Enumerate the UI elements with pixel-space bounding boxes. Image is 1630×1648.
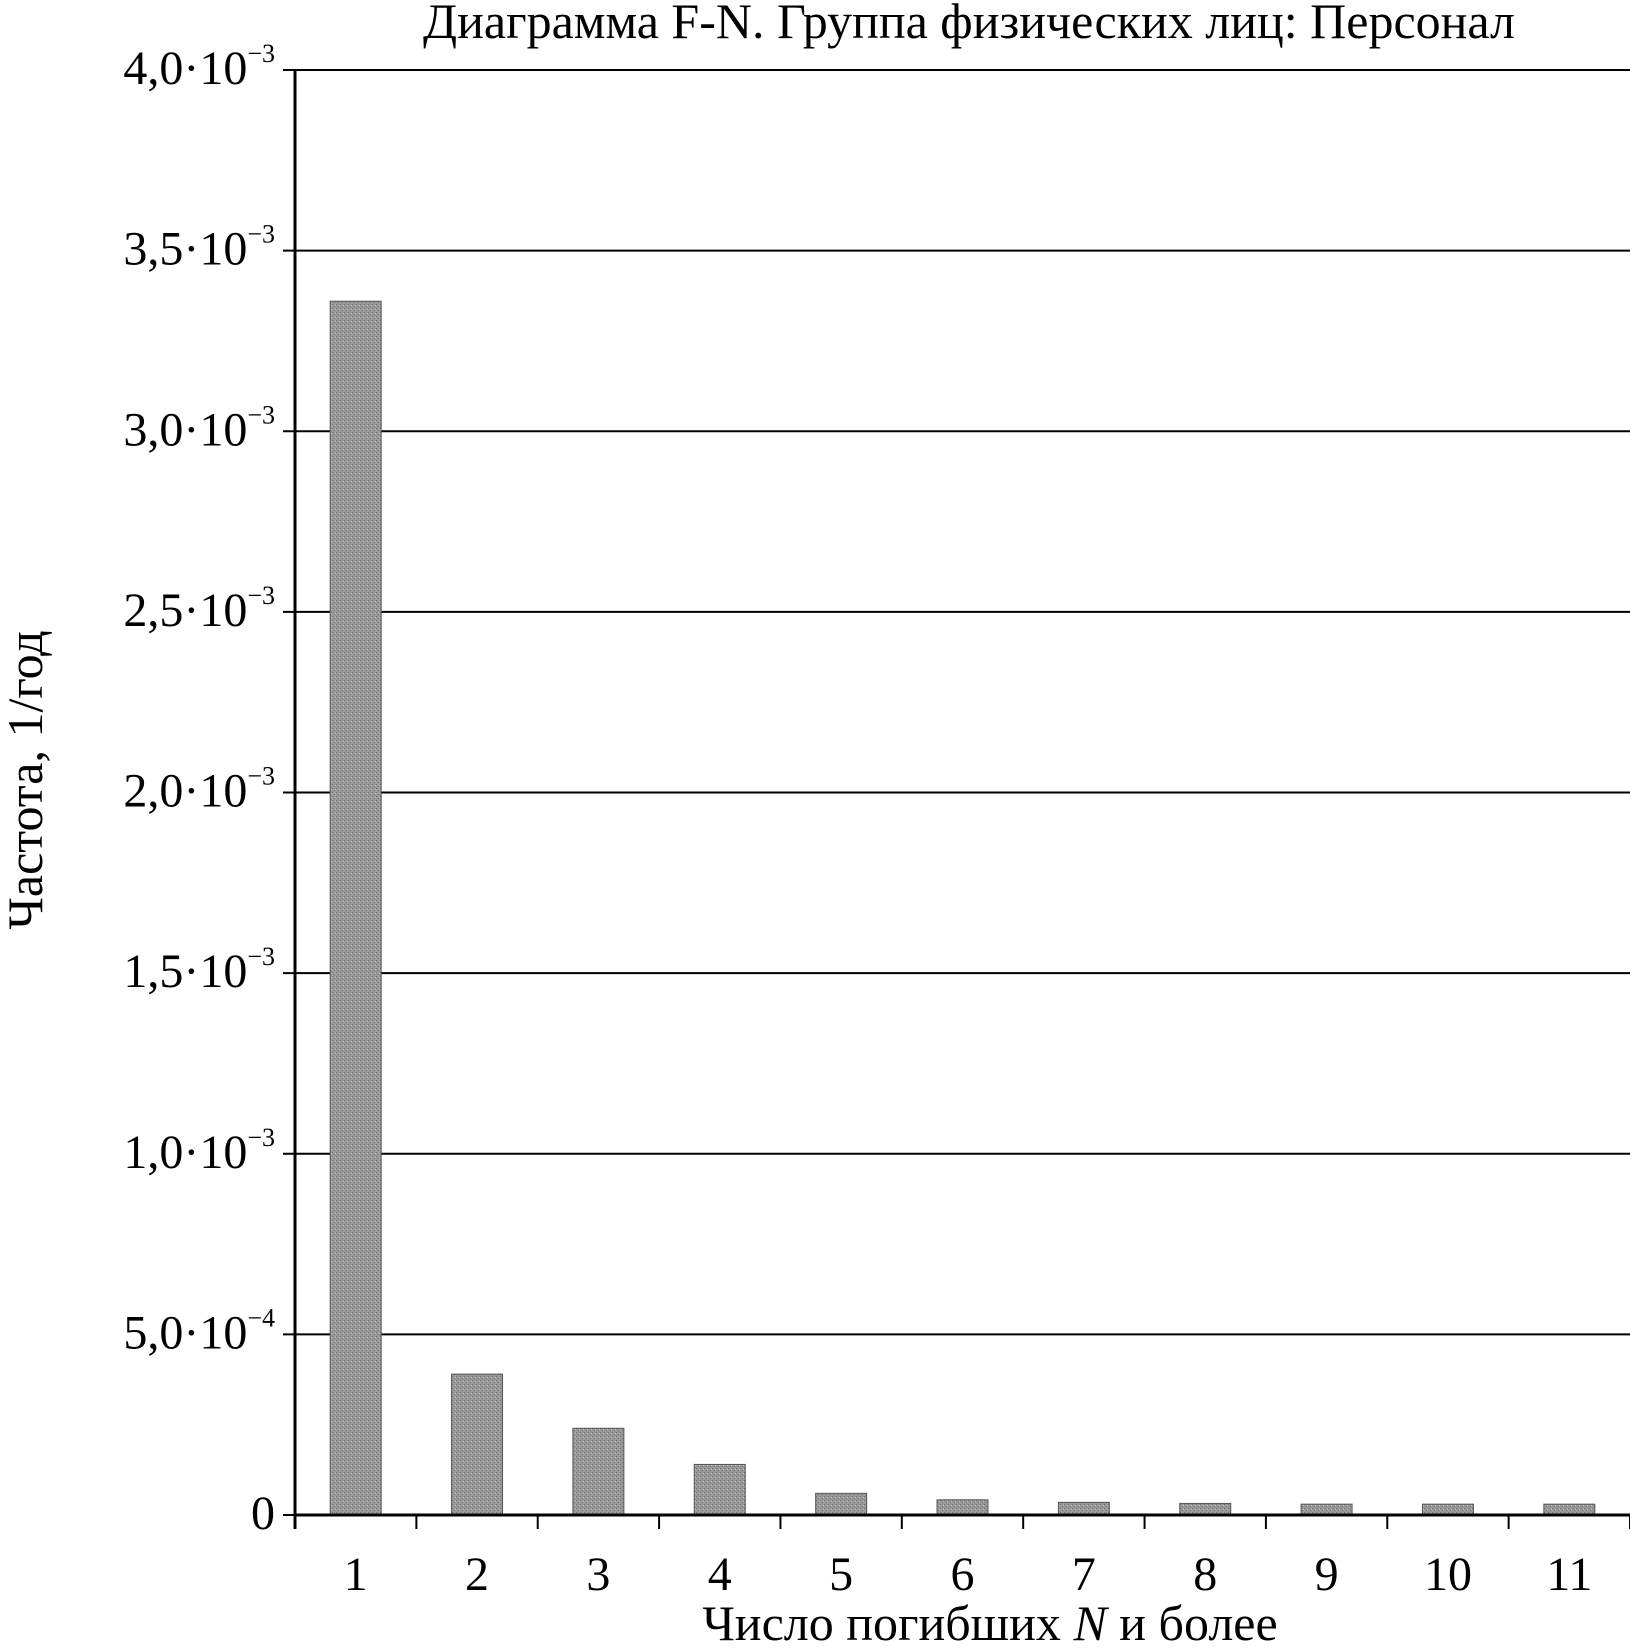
- x-axis-label: Число погибших N и более: [702, 1595, 1277, 1648]
- y-tick-labels: 0 5,0·10−4 1,0·10−3 1,5·10−3 2,0·10−3 2,5·10−…: [123, 39, 275, 1540]
- y-tick-label: 4,0·10−3: [123, 39, 275, 95]
- x-tick-label: 4: [708, 1548, 732, 1601]
- y-axis-label: Частота, 1/год: [0, 630, 53, 929]
- gridlines: [295, 69, 1630, 1336]
- x-tick-label: 10: [1424, 1548, 1472, 1601]
- chart-title: Диаграмма F-N. Группа физических лиц: Пе…: [423, 0, 1515, 49]
- y-tick-label: 2,5·10−3: [123, 581, 275, 637]
- x-axis-label-part2: и более: [1107, 1595, 1278, 1648]
- bar: [1421, 1503, 1474, 1516]
- x-tick-label: 5: [829, 1548, 853, 1601]
- x-tick-label: 11: [1546, 1548, 1592, 1601]
- axes: [283, 69, 1630, 1529]
- y-tick-label: 1,5·10−3: [123, 942, 275, 998]
- x-axis-label-variable: N: [1072, 1595, 1109, 1648]
- bar: [1057, 1501, 1110, 1516]
- x-tick-label: 2: [465, 1548, 489, 1601]
- x-tick-label: 7: [1072, 1548, 1096, 1601]
- x-tick-label: 8: [1193, 1548, 1217, 1601]
- bar: [572, 1427, 625, 1516]
- bar: [1300, 1503, 1353, 1516]
- bar: [693, 1463, 746, 1516]
- y-tick-label: 1,0·10−3: [123, 1123, 275, 1179]
- y-tick-label: 3,0·10−3: [123, 400, 275, 456]
- x-tick-label: 1: [344, 1548, 368, 1601]
- bar: [329, 300, 382, 1516]
- bar: [1179, 1502, 1232, 1516]
- y-tick-label: 0: [251, 1487, 275, 1540]
- bar: [815, 1492, 868, 1516]
- y-tick-label: 2,0·10−3: [123, 762, 275, 818]
- bar: [936, 1499, 989, 1516]
- x-axis-label-part1: Число погибших: [702, 1595, 1073, 1648]
- bar: [451, 1373, 504, 1516]
- y-tick-label: 5,0·10−4: [123, 1303, 275, 1359]
- x-tick-label: 9: [1315, 1548, 1339, 1601]
- x-tick-label: 6: [951, 1548, 975, 1601]
- x-tick-label: 3: [586, 1548, 610, 1601]
- x-tick-labels: 1 2 3 4 5 6 7 8 9 10 11: [344, 1548, 1593, 1601]
- bar: [1543, 1503, 1596, 1516]
- y-tick-label: 3,5·10−3: [123, 220, 275, 276]
- bars: [329, 300, 1596, 1516]
